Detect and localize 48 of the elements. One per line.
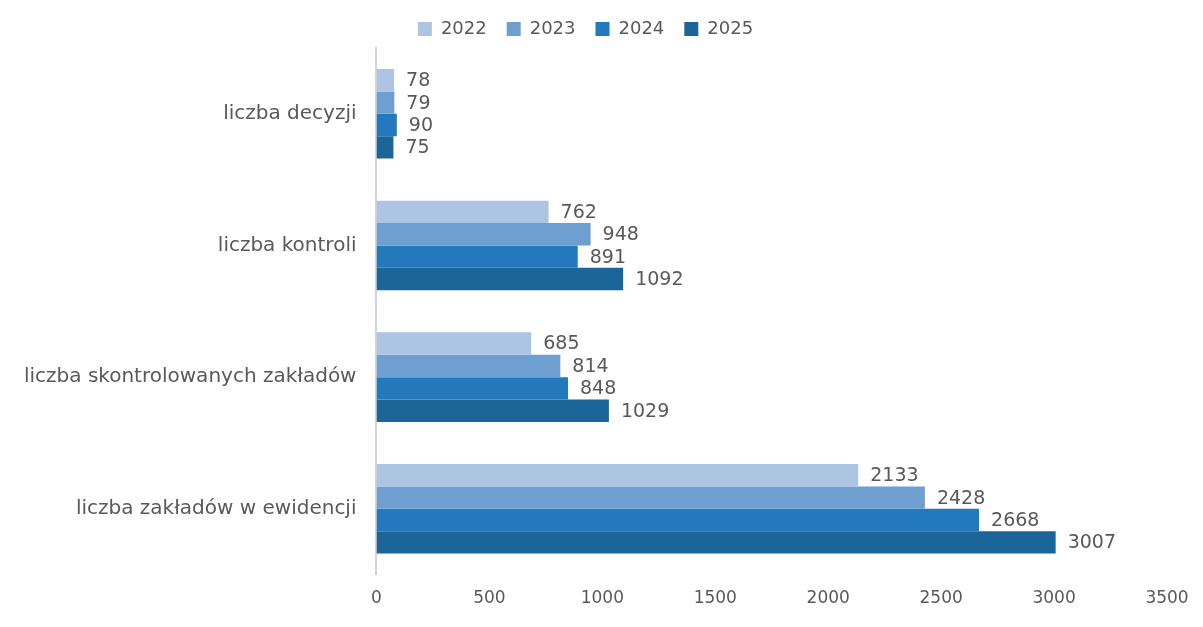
bar <box>376 486 925 509</box>
bar <box>376 223 591 246</box>
data-label: 814 <box>572 353 609 376</box>
bar <box>376 136 394 159</box>
x-tick-label: 1500 <box>693 587 737 608</box>
x-tick-label: 1000 <box>580 587 624 608</box>
data-label: 1029 <box>620 398 670 421</box>
x-tick-label: 3500 <box>1145 587 1189 608</box>
y-tick-label: liczba zakładów w ewidencji <box>75 494 357 519</box>
bar <box>376 245 578 268</box>
bar <box>376 508 980 532</box>
bar <box>376 113 397 137</box>
x-tick-label: 500 <box>473 587 506 608</box>
data-label: 891 <box>589 244 626 267</box>
y-tick-label: liczba decyzji <box>223 100 357 125</box>
legend-label: 2022 <box>440 16 487 38</box>
data-label: 1092 <box>635 266 684 289</box>
x-tick-label: 2500 <box>919 587 963 608</box>
x-tick-label: 3000 <box>1032 587 1076 608</box>
bar <box>376 354 561 378</box>
bar <box>376 332 532 355</box>
bar <box>376 531 1056 554</box>
data-label: 685 <box>543 331 580 354</box>
data-label: 78 <box>406 68 431 91</box>
data-label: 79 <box>406 90 431 113</box>
bar <box>376 377 569 400</box>
bar <box>376 399 609 422</box>
y-tick-label: liczba skontrolowanych zakładów <box>23 363 357 388</box>
bar <box>376 464 859 487</box>
data-label: 762 <box>560 199 597 222</box>
data-label: 90 <box>408 112 434 135</box>
data-label: 2133 <box>870 463 919 486</box>
bar <box>376 69 395 92</box>
data-label: 2668 <box>991 507 1040 530</box>
bar <box>376 91 395 114</box>
legend-label: 2025 <box>707 16 754 38</box>
legend-label: 2024 <box>618 16 665 38</box>
data-label: 75 <box>405 135 430 158</box>
data-label: 848 <box>580 376 617 399</box>
legend-label: 2023 <box>529 16 576 38</box>
x-tick-label: 2000 <box>806 587 850 608</box>
bar <box>376 200 549 224</box>
bar <box>376 267 624 291</box>
data-label: 2428 <box>936 485 986 508</box>
data-label: 948 <box>602 222 639 245</box>
x-tick-label: 0 <box>371 587 382 608</box>
data-label: 3007 <box>1067 530 1117 553</box>
y-tick-label: liczba kontroli <box>217 231 357 256</box>
